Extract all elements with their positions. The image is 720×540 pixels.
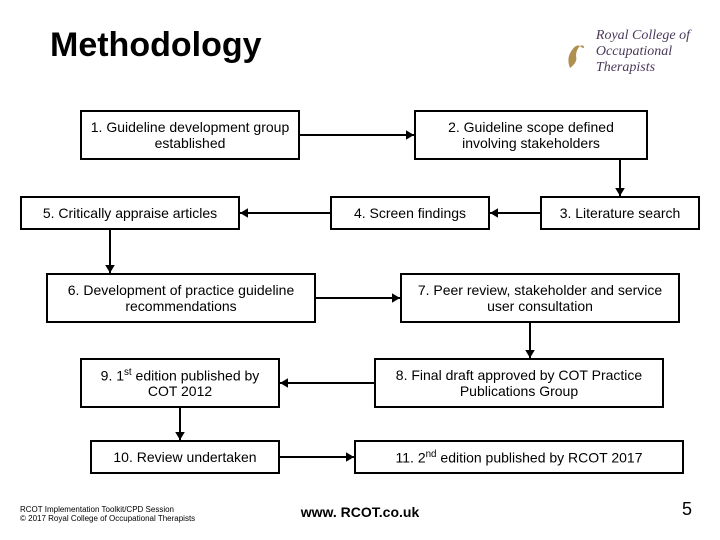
logo-line2: Occupational xyxy=(596,44,690,60)
step-6-box: 6. Development of practice guideline rec… xyxy=(46,273,316,323)
step-8-box: 8. Final draft approved by COT Practice … xyxy=(374,358,664,408)
footer-line1: RCOT Implementation Toolkit/CPD Session xyxy=(20,505,195,515)
footer-line2: © 2017 Royal College of Occupational The… xyxy=(20,514,195,524)
step-11-label: 11. 2nd edition published by RCOT 2017 xyxy=(396,449,643,466)
step-1-label: 1. Guideline development group establish… xyxy=(90,119,290,151)
rcot-logo: Royal College of Occupational Therapists xyxy=(596,28,690,76)
page-title: Methodology xyxy=(50,26,262,65)
step-7-box: 7. Peer review, stakeholder and service … xyxy=(400,273,680,323)
step-9-label: 9. 1st edition published by COT 2012 xyxy=(90,367,270,400)
step-9-box: 9. 1st edition published by COT 2012 xyxy=(80,358,280,408)
step-8-label: 8. Final draft approved by COT Practice … xyxy=(384,367,654,399)
step-2-label: 2. Guideline scope defined involving sta… xyxy=(424,119,638,151)
logo-line1: Royal College of xyxy=(596,28,690,44)
step-6-label: 6. Development of practice guideline rec… xyxy=(56,282,306,314)
footer-credits: RCOT Implementation Toolkit/CPD Session … xyxy=(20,505,195,524)
step-4-label: 4. Screen findings xyxy=(354,205,466,221)
step-3-box: 3. Literature search xyxy=(540,196,700,230)
step-5-label: 5. Critically appraise articles xyxy=(43,205,217,221)
step-4-box: 4. Screen findings xyxy=(330,196,490,230)
step-1-box: 1. Guideline development group establish… xyxy=(80,110,300,160)
logo-line3: Therapists xyxy=(596,60,690,76)
page-number: 5 xyxy=(682,499,692,520)
step-10-label: 10. Review undertaken xyxy=(113,449,256,465)
step-7-label: 7. Peer review, stakeholder and service … xyxy=(410,282,670,314)
logo-mark-icon xyxy=(562,40,588,70)
step-2-box: 2. Guideline scope defined involving sta… xyxy=(414,110,648,160)
footer-url: www. RCOT.co.uk xyxy=(301,504,420,520)
step-11-box: 11. 2nd edition published by RCOT 2017 xyxy=(354,440,684,474)
step-5-box: 5. Critically appraise articles xyxy=(20,196,240,230)
step-3-label: 3. Literature search xyxy=(560,205,681,221)
step-10-box: 10. Review undertaken xyxy=(90,440,280,474)
